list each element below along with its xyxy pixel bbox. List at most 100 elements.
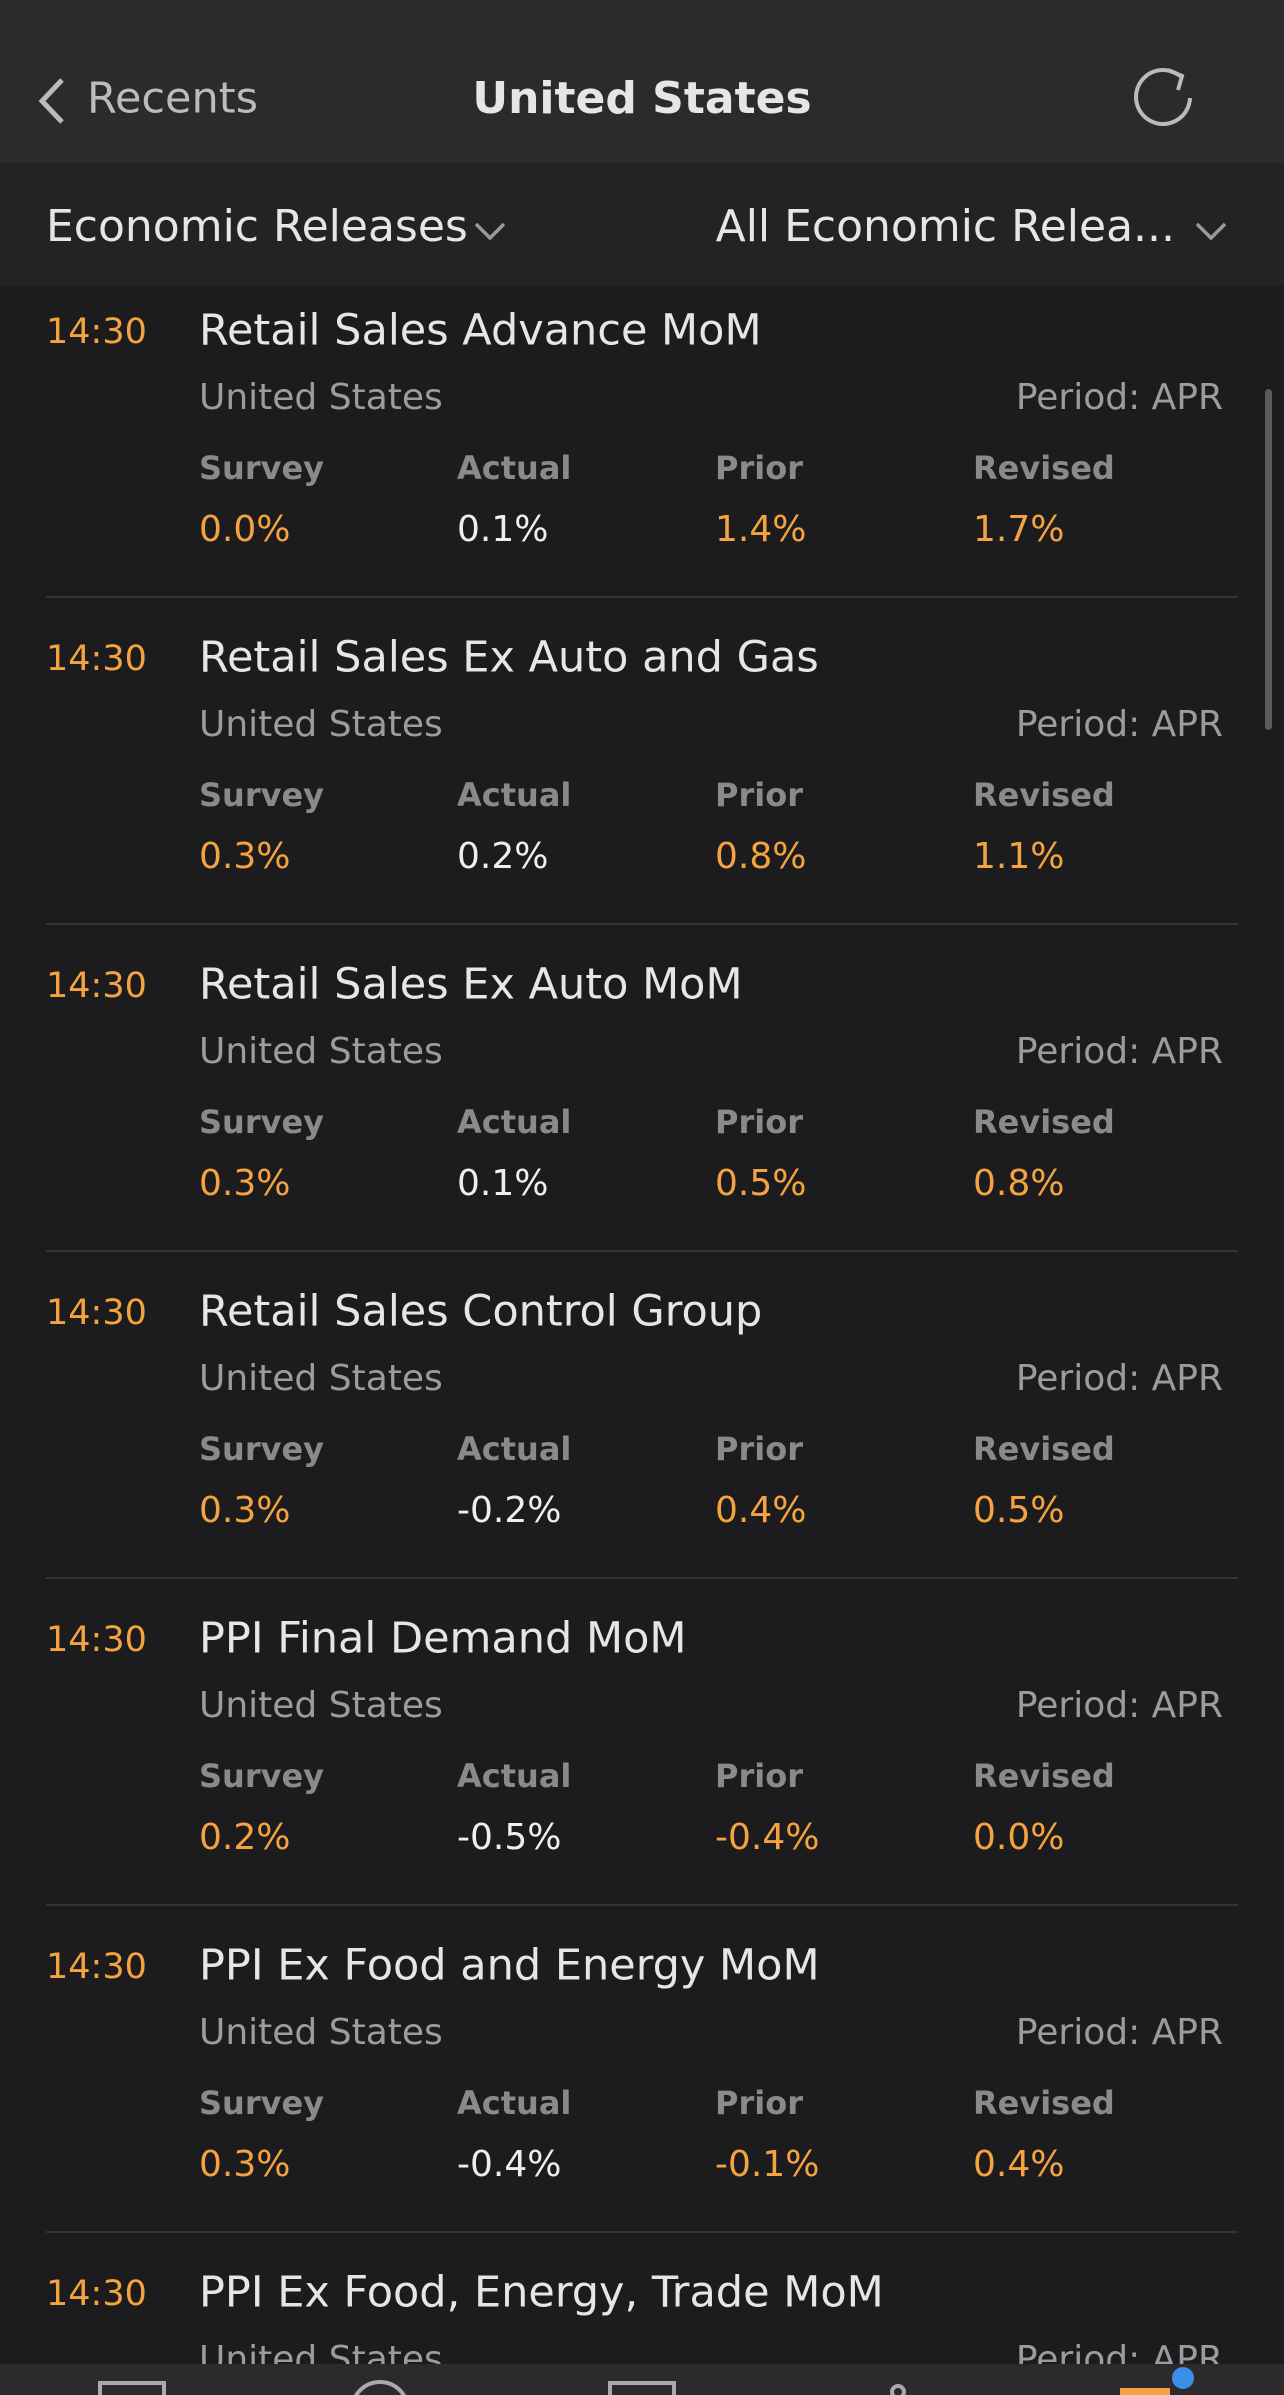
column-label: Actual [457, 1103, 571, 1141]
column-label: Actual [457, 1430, 571, 1468]
release-name: PPI Final Demand MoM [199, 1614, 687, 1664]
release-time: 14:30 [46, 312, 147, 352]
column-label: Revised [973, 1757, 1115, 1795]
release-name: Retail Sales Ex Auto MoM [199, 960, 743, 1010]
column-label: Survey [199, 2084, 324, 2122]
release-country: United States [199, 1358, 443, 1399]
release-value: 0.3% [199, 1490, 290, 1531]
release-name: Retail Sales Control Group [199, 1287, 762, 1337]
column-label: Revised [973, 2084, 1115, 2122]
release-value: 0.1% [457, 509, 548, 550]
scrollbar [1265, 389, 1272, 730]
release-name: PPI Ex Food and Energy MoM [199, 1941, 820, 1991]
release-country: United States [199, 1031, 443, 1072]
release-period: Period: APR [1016, 2012, 1223, 2053]
tab-icon[interactable] [890, 2384, 906, 2395]
release-value: 0.2% [199, 1817, 290, 1858]
release-value: 1.1% [973, 836, 1064, 877]
release-time: 14:30 [46, 1293, 147, 1333]
release-value: -0.4% [457, 2144, 561, 2185]
release-period: Period: APR [1016, 377, 1223, 418]
column-label: Actual [457, 776, 571, 814]
column-label: Actual [457, 1757, 571, 1795]
release-row[interactable]: 14:30 Retail Sales Ex Auto and Gas United … [46, 633, 1238, 925]
release-value: 0.0% [199, 509, 290, 550]
release-row[interactable]: 14:30 PPI Ex Food and Energy MoM United St… [46, 1941, 1238, 2233]
tab-badge [1172, 2367, 1194, 2389]
release-country: United States [199, 704, 443, 745]
release-value: -0.1% [715, 2144, 819, 2185]
release-period: Period: APR [1016, 1358, 1223, 1399]
back-button[interactable]: Recents [87, 74, 258, 124]
tab-icon-active[interactable] [1120, 2388, 1170, 2395]
column-label: Actual [457, 2084, 571, 2122]
release-country: United States [199, 1685, 443, 1726]
type-chevron[interactable] [1195, 222, 1227, 241]
release-period: Period: APR [1016, 1685, 1223, 1726]
category-chevron[interactable] [474, 222, 506, 241]
release-value: 0.8% [715, 836, 806, 877]
release-name: PPI Ex Food, Energy, Trade MoM [199, 2268, 884, 2318]
release-row[interactable]: 14:30 Retail Sales Advance MoM United Stat… [46, 306, 1238, 598]
tab-icon[interactable] [352, 2380, 408, 2395]
column-label: Revised [973, 1430, 1115, 1468]
release-value: 1.4% [715, 509, 806, 550]
column-label: Revised [973, 776, 1115, 814]
tab-icon[interactable] [98, 2381, 166, 2395]
category-filter[interactable]: Economic Releases [46, 201, 468, 252]
release-value: 1.7% [973, 509, 1064, 550]
tab-icon[interactable] [608, 2381, 676, 2395]
release-value: 0.3% [199, 2144, 290, 2185]
release-period: Period: APR [1016, 1031, 1223, 1072]
column-label: Prior [715, 776, 803, 814]
nav-bar [0, 0, 1284, 163]
release-name: Retail Sales Advance MoM [199, 306, 762, 356]
type-filter[interactable]: All Economic Relea... [716, 201, 1175, 252]
release-value: -0.2% [457, 1490, 561, 1531]
column-label: Prior [715, 1103, 803, 1141]
release-value: 0.8% [973, 1163, 1064, 1204]
column-label: Survey [199, 1103, 324, 1141]
column-label: Revised [973, 1103, 1115, 1141]
release-row[interactable]: 14:30 Retail Sales Ex Auto MoM United Stat… [46, 960, 1238, 1252]
release-value: 0.4% [973, 2144, 1064, 2185]
release-value: 0.2% [457, 836, 548, 877]
release-country: United States [199, 2012, 443, 2053]
release-list: 14:30 Retail Sales Advance MoM United Stat… [46, 306, 1238, 2380]
release-period: Period: APR [1016, 704, 1223, 745]
release-time: 14:30 [46, 1620, 147, 1660]
release-country: United States [199, 377, 443, 418]
release-value: -0.4% [715, 1817, 819, 1858]
column-label: Prior [715, 449, 803, 487]
column-label: Survey [199, 1757, 324, 1795]
release-time: 14:30 [46, 2274, 147, 2314]
column-label: Actual [457, 449, 571, 487]
release-time: 14:30 [46, 1947, 147, 1987]
release-value: 0.3% [199, 836, 290, 877]
back-chevron[interactable] [38, 78, 64, 124]
release-row[interactable]: 14:30 PPI Final Demand MoM United States Pe… [46, 1614, 1238, 1906]
release-time: 14:30 [46, 639, 147, 679]
release-time: 14:30 [46, 966, 147, 1006]
column-label: Survey [199, 449, 324, 487]
column-label: Prior [715, 1757, 803, 1795]
nav-title: United States [472, 73, 811, 124]
release-value: 0.5% [973, 1490, 1064, 1531]
release-value: 0.4% [715, 1490, 806, 1531]
column-label: Revised [973, 449, 1115, 487]
release-row[interactable]: 14:30 Retail Sales Control Group United St… [46, 1287, 1238, 1579]
tab-bar [0, 2364, 1284, 2395]
release-value: 0.1% [457, 1163, 548, 1204]
refresh-arrow [1167, 68, 1185, 91]
refresh-button[interactable] [1134, 68, 1192, 126]
filter-bar [0, 163, 1284, 286]
release-value: -0.5% [457, 1817, 561, 1858]
release-value: 0.3% [199, 1163, 290, 1204]
release-value: 0.5% [715, 1163, 806, 1204]
column-label: Prior [715, 2084, 803, 2122]
column-label: Survey [199, 1430, 324, 1468]
release-name: Retail Sales Ex Auto and Gas [199, 633, 819, 683]
tab-bar-bg [0, 2364, 1284, 2395]
